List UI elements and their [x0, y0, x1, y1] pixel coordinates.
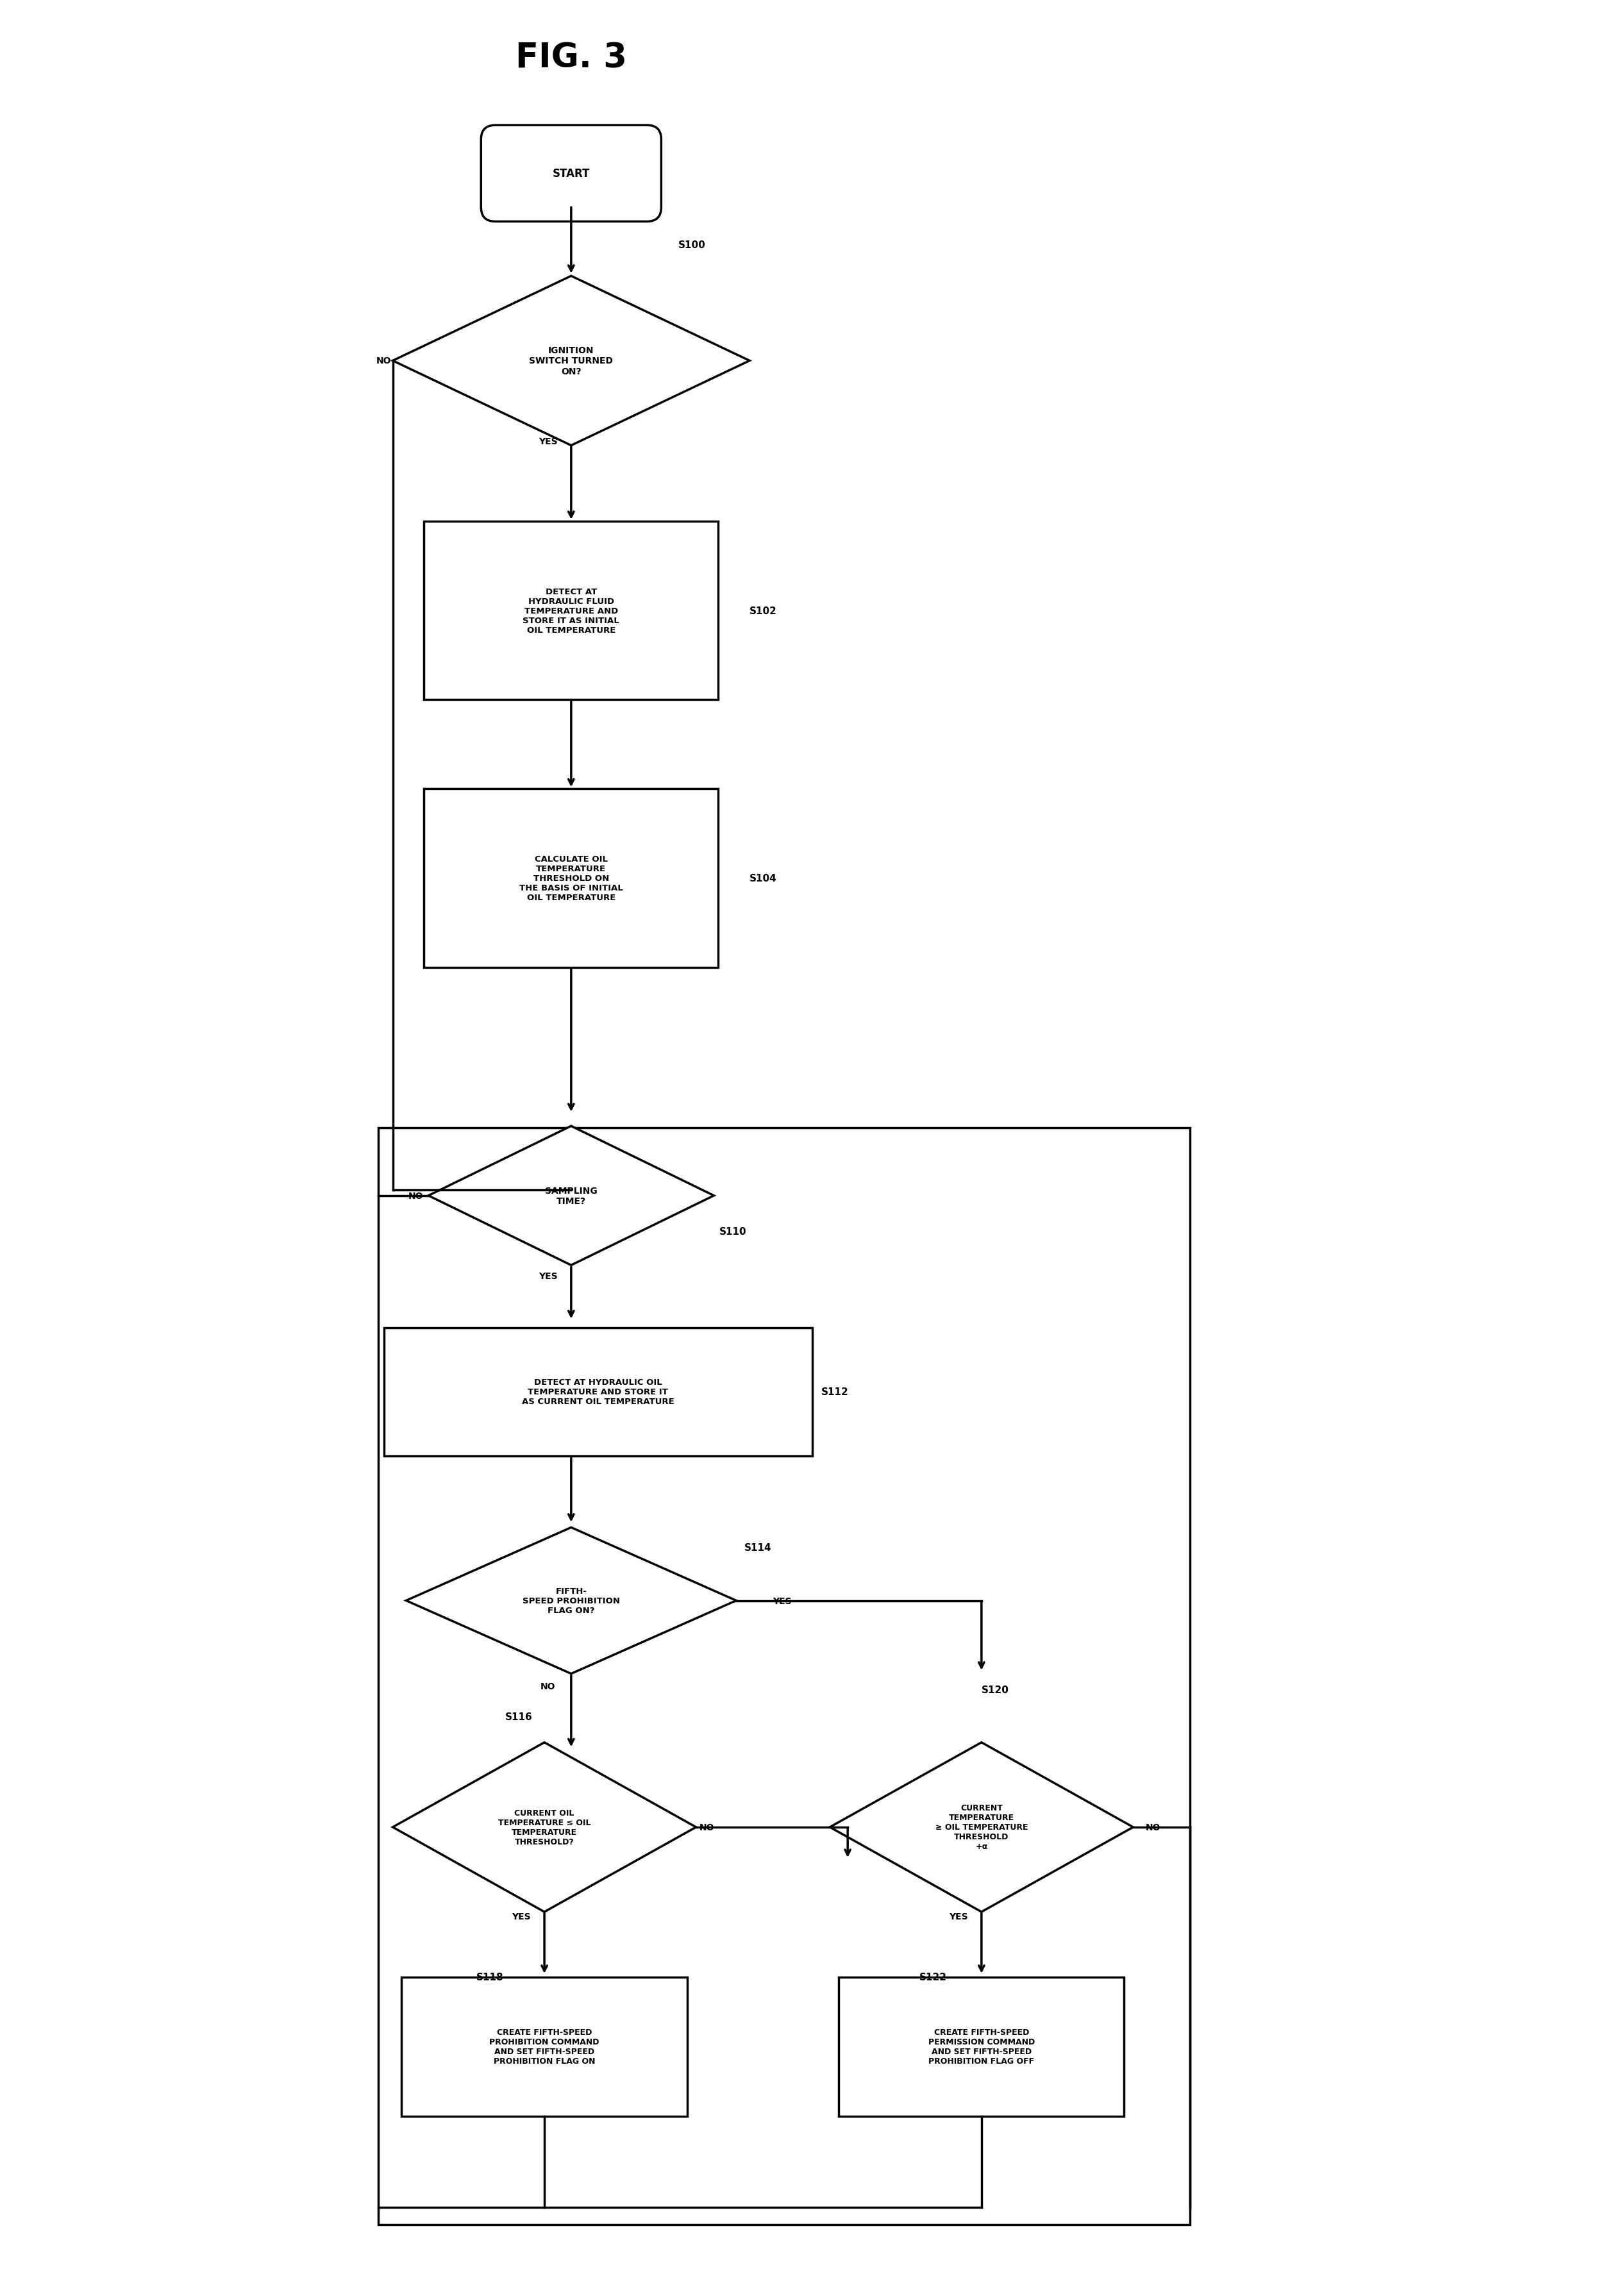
Text: IGNITION
SWITCH TURNED
ON?: IGNITION SWITCH TURNED ON?	[529, 346, 614, 375]
Polygon shape	[830, 1742, 1134, 1912]
Text: S100: S100	[679, 241, 705, 250]
Polygon shape	[393, 277, 750, 446]
Polygon shape	[429, 1126, 715, 1264]
Bar	[424, 789, 718, 966]
Text: CURRENT
TEMPERATURE
≥ OIL TEMPERATURE
THRESHOLD
+α: CURRENT TEMPERATURE ≥ OIL TEMPERATURE TH…	[935, 1803, 1028, 1851]
Text: YES: YES	[948, 1912, 968, 1922]
Text: START: START	[552, 168, 590, 180]
Text: S104: S104	[750, 873, 776, 882]
Text: CALCULATE OIL
TEMPERATURE
THRESHOLD ON
THE BASIS OF INITIAL
OIL TEMPERATURE: CALCULATE OIL TEMPERATURE THRESHOLD ON T…	[520, 855, 624, 903]
Bar	[424, 521, 718, 700]
Bar	[401, 1976, 687, 2117]
Bar	[378, 1128, 1190, 2224]
Text: CREATE FIFTH-SPEED
PERMISSION COMMAND
AND SET FIFTH-SPEED
PROHIBITION FLAG OFF: CREATE FIFTH-SPEED PERMISSION COMMAND AN…	[929, 2028, 1034, 2065]
Text: SAMPLING
TIME?: SAMPLING TIME?	[546, 1187, 598, 1205]
Text: S112: S112	[820, 1387, 848, 1396]
Text: S118: S118	[476, 1972, 503, 1983]
Text: S120: S120	[981, 1685, 1009, 1694]
Text: S110: S110	[719, 1226, 747, 1237]
Text: YES: YES	[773, 1596, 793, 1605]
Text: S122: S122	[919, 1972, 947, 1983]
Text: CREATE FIFTH-SPEED
PROHIBITION COMMAND
AND SET FIFTH-SPEED
PROHIBITION FLAG ON: CREATE FIFTH-SPEED PROHIBITION COMMAND A…	[489, 2028, 599, 2065]
Text: YES: YES	[539, 437, 557, 446]
Text: YES: YES	[539, 1271, 557, 1280]
FancyBboxPatch shape	[481, 125, 661, 223]
Text: NO: NO	[1145, 1824, 1161, 1833]
Text: S114: S114	[744, 1542, 771, 1553]
Bar	[838, 1976, 1124, 2117]
Text: NO: NO	[700, 1824, 715, 1833]
Text: YES: YES	[512, 1912, 531, 1922]
Text: NO: NO	[541, 1683, 555, 1692]
Text: CURRENT OIL
TEMPERATURE ≤ OIL
TEMPERATURE
THRESHOLD?: CURRENT OIL TEMPERATURE ≤ OIL TEMPERATUR…	[499, 1808, 591, 1846]
Text: DETECT AT HYDRAULIC OIL
TEMPERATURE AND STORE IT
AS CURRENT OIL TEMPERATURE: DETECT AT HYDRAULIC OIL TEMPERATURE AND …	[521, 1378, 674, 1405]
Bar	[383, 1328, 812, 1455]
Text: S102: S102	[750, 607, 776, 616]
Text: NO: NO	[377, 357, 391, 366]
Text: S116: S116	[505, 1712, 533, 1721]
Text: DETECT AT
HYDRAULIC FLUID
TEMPERATURE AND
STORE IT AS INITIAL
OIL TEMPERATURE: DETECT AT HYDRAULIC FLUID TEMPERATURE AN…	[523, 587, 619, 634]
Text: NO: NO	[408, 1192, 424, 1201]
Polygon shape	[393, 1742, 697, 1912]
Polygon shape	[406, 1528, 736, 1674]
Text: FIG. 3: FIG. 3	[515, 41, 627, 75]
Text: FIFTH-
SPEED PROHIBITION
FLAG ON?: FIFTH- SPEED PROHIBITION FLAG ON?	[523, 1587, 620, 1615]
